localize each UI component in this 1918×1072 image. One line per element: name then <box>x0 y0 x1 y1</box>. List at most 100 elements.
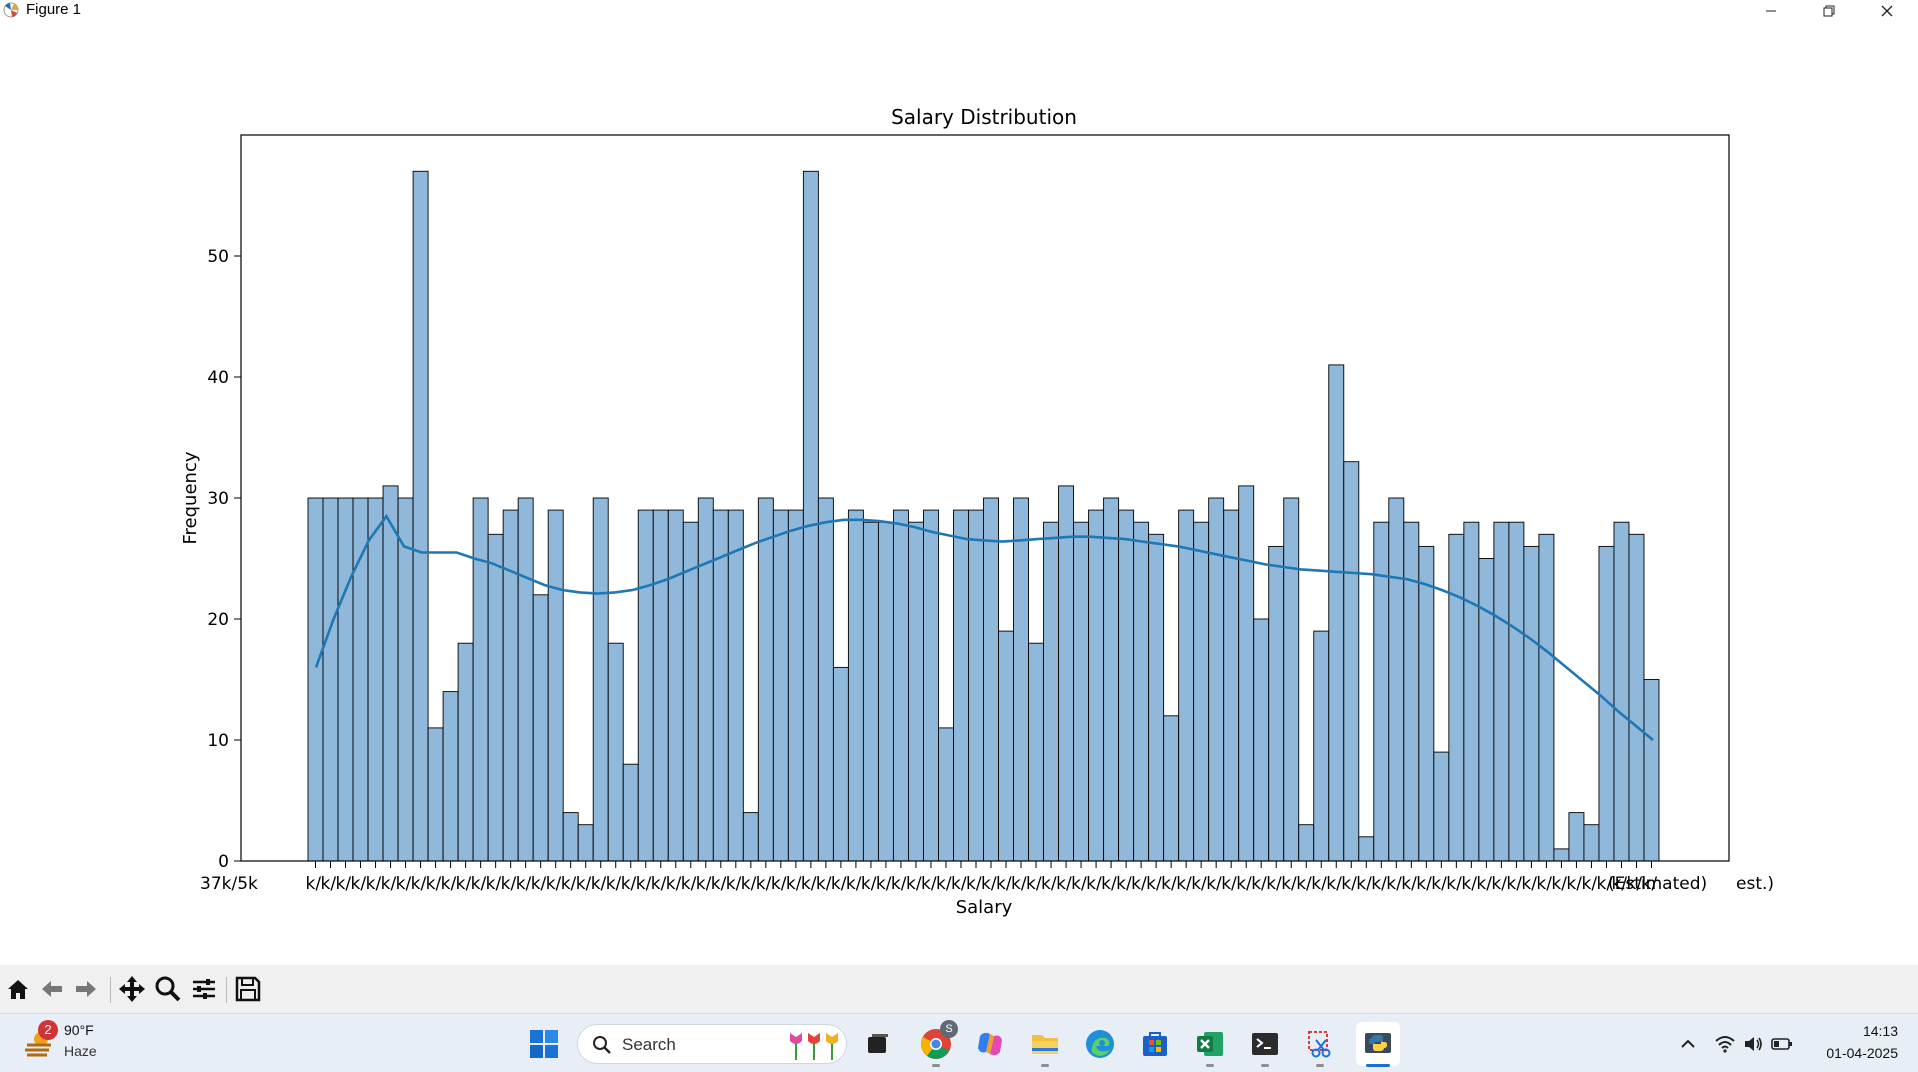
store-button[interactable] <box>1135 1024 1175 1064</box>
restore-button[interactable] <box>1800 0 1858 22</box>
show-hidden-icons-button[interactable] <box>1668 1024 1708 1064</box>
edge-button[interactable] <box>1080 1024 1120 1064</box>
x-tick-label-overlap: k/ <box>741 874 757 894</box>
x-tick-label-overlap: k/ <box>1491 874 1507 894</box>
histogram-bar <box>1088 509 1105 862</box>
window-titlebar: Figure 1 <box>0 0 1918 22</box>
histogram-bar <box>1508 521 1525 862</box>
python-figure-button[interactable] <box>1356 1022 1400 1066</box>
x-tick-label-overlap: k/ <box>1131 874 1147 894</box>
weather-widget[interactable] <box>18 1024 58 1064</box>
histogram-bar <box>307 497 324 862</box>
x-tick-label-overlap: k/ <box>756 874 772 894</box>
histogram-bar <box>892 509 909 862</box>
x-tick-label-overlap: k/ <box>1176 874 1192 894</box>
x-tick-label-overlap: k/ <box>1251 874 1267 894</box>
excel-button[interactable] <box>1190 1024 1230 1064</box>
x-tick-label-overlap: k/ <box>1476 874 1492 894</box>
file-explorer-button[interactable] <box>1025 1024 1065 1064</box>
clock-date[interactable]: 01-04-2025 <box>1826 1045 1898 1061</box>
chart-title: Salary Distribution <box>891 105 1077 129</box>
toolbar-separator <box>226 977 227 1003</box>
system-tray[interactable] <box>1706 1024 1802 1064</box>
x-tick-label-overlap: k/ <box>1146 874 1162 894</box>
histogram-bar <box>517 497 534 862</box>
histogram-bar <box>1433 751 1450 862</box>
histogram-bar <box>427 727 444 862</box>
x-tick-label-overlap: k/ <box>1521 874 1537 894</box>
running-indicator <box>1261 1064 1269 1067</box>
x-tick-label-overlap: k/ <box>1071 874 1087 894</box>
x-tick-label-overlap: k/ <box>966 874 982 894</box>
home-button[interactable] <box>2 973 34 1005</box>
pan-button[interactable] <box>116 973 148 1005</box>
close-icon <box>1881 5 1893 17</box>
histogram-bar <box>1403 521 1420 862</box>
histogram-bar <box>1103 497 1120 862</box>
x-tick-label-overlap: k/ <box>336 874 352 894</box>
x-tick-label-overlap: k/ <box>561 874 577 894</box>
zoom-button[interactable] <box>152 973 184 1005</box>
chrome-taskbar-button[interactable]: S <box>916 1020 958 1064</box>
histogram-bar <box>1058 485 1075 862</box>
histogram-bar <box>637 509 654 862</box>
histogram-bar <box>1613 521 1630 862</box>
histogram-bar <box>697 497 714 862</box>
x-tick-label-overlap: k/ <box>531 874 547 894</box>
x-tick-label-overlap: k/ <box>696 874 712 894</box>
x-tick-label-overlap: k/ <box>306 874 322 894</box>
x-tick-label-overlap: k/ <box>1236 874 1252 894</box>
wifi-icon <box>1715 1036 1735 1053</box>
zoom-icon <box>155 976 181 1002</box>
x-tick-label-overlap: k/ <box>981 874 997 894</box>
y-tick-label: 0 <box>218 852 229 872</box>
histogram-bar <box>1538 533 1555 862</box>
edge-icon <box>1086 1030 1114 1058</box>
x-tick-label-overlap: k/ <box>1206 874 1222 894</box>
save-button[interactable] <box>232 973 264 1005</box>
volume-icon <box>1745 1037 1762 1051</box>
histogram-bar <box>1568 812 1585 862</box>
x-tick-label-mid: (Estimated) <box>1608 874 1707 894</box>
configure-button[interactable] <box>188 973 220 1005</box>
taskbar-search-box[interactable]: Search <box>577 1024 847 1064</box>
x-tick-label-overlap: k/ <box>1536 874 1552 894</box>
task-view-button[interactable] <box>858 1024 898 1064</box>
x-tick-label-overlap: k/ <box>1461 874 1477 894</box>
x-axis-label: Salary <box>956 897 1013 918</box>
forward-button[interactable] <box>70 973 102 1005</box>
x-tick-label-overlap: k/ <box>321 874 337 894</box>
snipping-tool-button[interactable] <box>1300 1024 1340 1064</box>
x-tick-label-overlap: k/ <box>1612 874 1628 894</box>
x-tick-label-overlap: k/ <box>1221 874 1237 894</box>
histogram-bar <box>1283 497 1300 862</box>
histogram-bar <box>1118 509 1135 862</box>
close-button[interactable] <box>1858 0 1916 22</box>
x-tick-label-overlap: k/ <box>951 874 967 894</box>
histogram-bar <box>652 509 669 862</box>
x-tick-label-overlap: k/ <box>1386 874 1402 894</box>
search-icon <box>593 1036 611 1054</box>
x-tick-label-overlap: k/ <box>801 874 817 894</box>
window-title: Figure 1 <box>26 1 82 18</box>
x-tick-label-overlap: k/ <box>1371 874 1387 894</box>
y-tick-label: 50 <box>207 247 229 267</box>
forward-icon <box>76 981 96 997</box>
histogram-bar <box>1163 715 1180 862</box>
x-tick-label-overlap: k/ <box>471 874 487 894</box>
histogram-bar <box>983 497 999 862</box>
start-button[interactable] <box>524 1024 564 1064</box>
histogram-bar <box>847 509 864 862</box>
copilot-button[interactable] <box>970 1024 1010 1064</box>
back-button[interactable] <box>36 973 68 1005</box>
x-tick-label-overlap: k/ <box>651 874 667 894</box>
weather-notification-badge: 2 <box>38 1020 58 1040</box>
histogram-bar <box>1598 545 1615 862</box>
minimize-button[interactable] <box>1742 0 1800 22</box>
terminal-button[interactable] <box>1245 1024 1285 1064</box>
clock-time[interactable]: 14:13 <box>1862 1023 1898 1039</box>
x-tick-label-overlap: k/ <box>1401 874 1417 894</box>
x-tick-label-overlap: k/ <box>501 874 517 894</box>
x-tick-label-overlap: k/ <box>1597 874 1613 894</box>
running-indicator <box>932 1064 940 1067</box>
